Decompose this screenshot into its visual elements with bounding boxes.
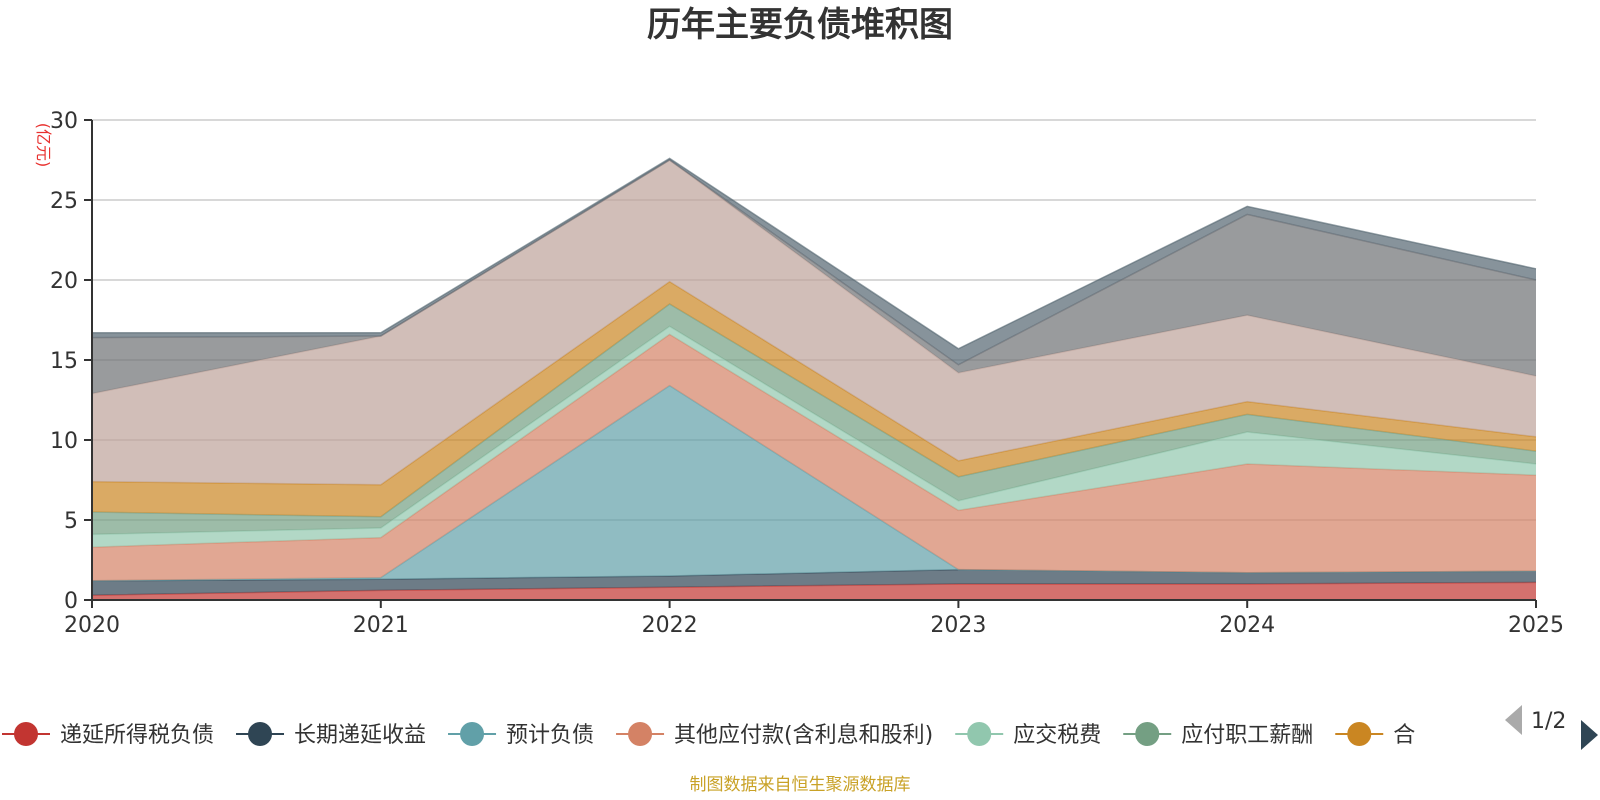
- legend-marker: [460, 722, 485, 746]
- legend-prev-icon[interactable]: [1505, 705, 1522, 735]
- area-series-6: [92, 304, 1536, 535]
- legend-page-indicator: 1/2: [1531, 709, 1566, 734]
- area-series-10: [92, 158, 1536, 365]
- legend-pager[interactable]: 1/2: [1505, 705, 1598, 750]
- legend-label: 长期递延收益: [294, 723, 426, 748]
- legend-label: 应付职工薪酬: [1181, 723, 1313, 748]
- legend-marker: [628, 722, 653, 746]
- x-tick-label: 2024: [1219, 613, 1275, 638]
- area-line-10: [92, 157, 1537, 350]
- area-series: [91, 157, 1537, 600]
- chart-title: 历年主要负债堆积图: [647, 5, 953, 45]
- legend-label: 预计负债: [506, 723, 594, 748]
- data-source-note: 制图数据来自恒生聚源数据库: [690, 775, 911, 795]
- area-series-9: [92, 160, 1536, 394]
- legend-item-4[interactable]: 其他应付款(含利息和股利): [616, 722, 933, 748]
- legend-item-1[interactable]: 递延所得税负债: [2, 722, 214, 748]
- legend-label: 应交税费: [1013, 723, 1101, 748]
- area-series-7: [92, 281, 1536, 517]
- area-series-2: [92, 569, 1536, 596]
- y-axis-unit: (亿元): [34, 123, 53, 168]
- x-tick-label: 2020: [64, 613, 120, 638]
- y-tick-label: 0: [64, 589, 78, 614]
- area-series-4: [92, 334, 1536, 581]
- x-tick-label: 2025: [1508, 613, 1564, 638]
- legend-label: 递延所得税负债: [60, 723, 214, 748]
- y-tick-label: 25: [50, 189, 78, 214]
- area-series-8: [92, 160, 1536, 485]
- legend: 递延所得税负债 长期递延收益 预计负债 其他应付款(含利息和股利) 应交税费 应付职工薪酬…: [2, 722, 1415, 748]
- y-tick-label: 10: [50, 429, 78, 454]
- x-tick-label: 2023: [930, 613, 986, 638]
- legend-label-truncated: 合: [1393, 723, 1415, 748]
- y-tick-label: 5: [64, 509, 78, 534]
- y-tick-label: 30: [50, 109, 78, 134]
- area-series-5: [92, 326, 1536, 548]
- legend-item-6[interactable]: 应付职工薪酬: [1123, 722, 1313, 748]
- x-tick-label: 2021: [353, 613, 409, 638]
- area-series-1: [92, 582, 1536, 600]
- legend-item-5[interactable]: 应交税费: [955, 722, 1101, 748]
- legend-marker: [14, 722, 38, 746]
- legend-marker: [1135, 722, 1160, 746]
- legend-marker: [1347, 722, 1372, 746]
- legend-item-3[interactable]: 预计负债: [448, 722, 594, 748]
- x-tick-labels: 2020 2021 2022 2023 2024 2025: [64, 600, 1564, 638]
- x-tick-label: 2022: [642, 613, 698, 638]
- legend-next-icon[interactable]: [1581, 720, 1598, 750]
- legend-label: 其他应付款(含利息和股利): [674, 723, 933, 748]
- y-tick-label: 20: [50, 269, 78, 294]
- y-tick-labels: 0 5 10 15 20 25 30: [50, 109, 92, 614]
- legend-marker: [967, 722, 992, 746]
- legend-marker: [248, 722, 273, 746]
- area-series-3: [92, 385, 1536, 581]
- area-line-3: [91, 384, 1537, 582]
- legend-item-7[interactable]: 合: [1335, 722, 1415, 748]
- y-tick-label: 15: [50, 349, 78, 374]
- legend-item-2[interactable]: 长期递延收益: [236, 722, 426, 748]
